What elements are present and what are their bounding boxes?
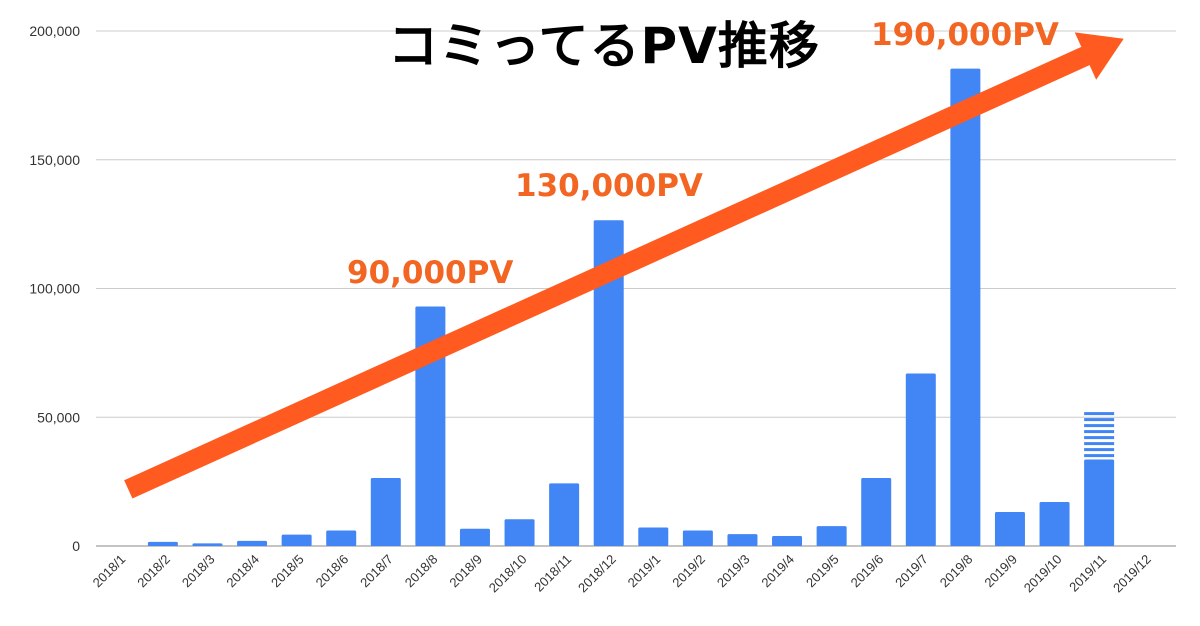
- y-tick-label: 50,000: [37, 409, 80, 425]
- projected-stripe: [1084, 442, 1115, 446]
- bar: [549, 483, 580, 546]
- bar: [638, 527, 669, 546]
- bar: [593, 220, 624, 546]
- annotation-2018-8: 90,000PV: [347, 255, 514, 291]
- bar: [1084, 459, 1115, 546]
- x-axis-ticks: 2018/1 2018/2 2018/3 2018/4 2018/5 2018/6 2018…: [90, 552, 1154, 596]
- projected-stripe: [1084, 424, 1115, 428]
- annotation-2018-12: 130,000PV: [515, 168, 703, 204]
- x-tick-label: 2019/10: [1021, 552, 1065, 596]
- x-tick-label: 2018/4: [223, 552, 262, 591]
- x-tick-label: 2018/10: [486, 552, 530, 596]
- projected-stripe: [1084, 436, 1115, 440]
- bar: [326, 530, 357, 546]
- projected-stripe: [1084, 418, 1115, 422]
- x-tick-label: 2019/3: [714, 552, 753, 591]
- projected-stripe: [1084, 412, 1115, 416]
- trend-arrow-shape: [124, 32, 1124, 499]
- y-axis-ticks: 0 50,000 100,000 150,000 200,000: [29, 23, 80, 554]
- x-tick-label: 2019/11: [1066, 552, 1109, 595]
- x-tick-label: 2019/5: [803, 552, 842, 591]
- bar: [816, 526, 847, 546]
- x-tick-label: 2018/5: [268, 552, 307, 591]
- annotation-2019-8: 190,000PV: [871, 17, 1059, 53]
- y-tick-label: 150,000: [29, 152, 80, 168]
- x-tick-label: 2018/6: [313, 552, 352, 591]
- bar: [950, 68, 981, 546]
- x-tick-label: 2018/7: [357, 552, 396, 591]
- y-tick-label: 200,000: [29, 23, 80, 39]
- projected-stripe: [1084, 454, 1115, 458]
- x-tick-label: 2019/1: [625, 552, 664, 591]
- gridlines: [96, 30, 1176, 547]
- bar: [281, 534, 312, 546]
- bar: [370, 478, 401, 546]
- bar: [861, 478, 892, 546]
- x-tick-label: 2018/8: [402, 552, 441, 591]
- x-tick-label: 2019/8: [937, 552, 976, 591]
- bars: [147, 68, 1115, 546]
- projected-stripe: [1084, 430, 1115, 434]
- x-tick-label: 2018/1: [90, 552, 129, 591]
- bar: [682, 530, 713, 546]
- bar: [504, 519, 535, 546]
- x-tick-label: 2018/3: [179, 552, 218, 591]
- projected-stripe: [1084, 448, 1115, 452]
- bar: [727, 534, 758, 546]
- bar: [237, 540, 268, 546]
- bar: [147, 541, 178, 546]
- x-tick-label: 2019/2: [669, 552, 708, 591]
- bar: [772, 535, 803, 546]
- x-tick-label: 2019/7: [892, 552, 931, 591]
- x-tick-label: 2018/11: [531, 552, 574, 595]
- x-tick-label: 2018/2: [134, 552, 173, 591]
- x-tick-label: 2019/4: [758, 552, 797, 591]
- bar: [192, 543, 223, 546]
- x-tick-label: 2019/6: [848, 552, 887, 591]
- trend-arrow: [124, 32, 1124, 499]
- y-tick-label: 100,000: [29, 281, 80, 297]
- x-tick-label: 2019/12: [1110, 552, 1154, 596]
- bar: [994, 512, 1025, 546]
- bar: [459, 528, 490, 546]
- chart-title: コミってるPV推移: [388, 17, 820, 75]
- y-tick-label: 0: [72, 538, 80, 554]
- bar: [905, 373, 936, 546]
- x-tick-label: 2018/12: [575, 552, 619, 596]
- bar: [1039, 501, 1070, 546]
- x-tick-label: 2019/9: [981, 552, 1020, 591]
- x-tick-label: 2018/9: [446, 552, 485, 591]
